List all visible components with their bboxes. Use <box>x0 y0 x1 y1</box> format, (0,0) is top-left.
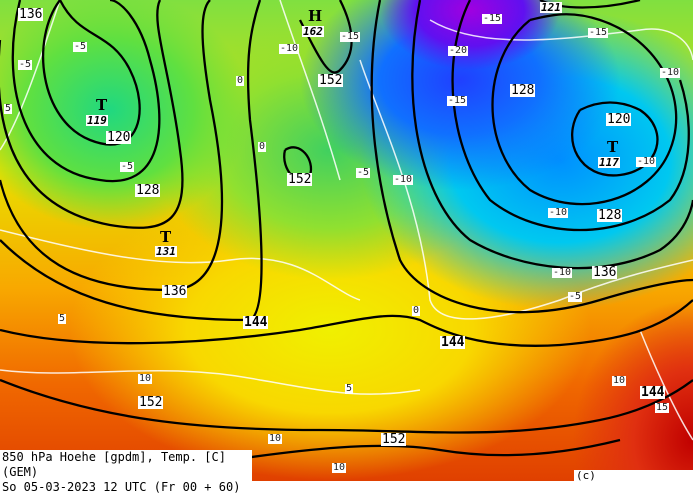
center-value: 119 <box>86 114 108 127</box>
temp-label: 5 <box>4 103 13 114</box>
height-label: 136 <box>18 7 44 22</box>
isotherms <box>0 0 693 440</box>
temp-label: -10 <box>636 156 657 167</box>
height-label: 152 <box>381 432 407 447</box>
temp-label: 10 <box>138 373 153 384</box>
temp-label: -15 <box>588 27 609 38</box>
temp-label: -10 <box>552 267 573 278</box>
temp-label: -5 <box>120 161 135 172</box>
height-label: 144 <box>243 315 269 330</box>
height-label: 120 <box>106 130 132 145</box>
map-caption: 850 hPa Hoehe [gpdm], Temp. [C] (GEM) So… <box>0 450 252 494</box>
height-label: 128 <box>135 183 161 198</box>
center-value: 117 <box>598 156 620 169</box>
center-value: 131 <box>155 245 177 258</box>
height-label: 152 <box>318 73 344 88</box>
temp-label: -5 <box>356 167 371 178</box>
center-value: 162 <box>302 25 324 38</box>
temp-label: 15 <box>655 402 670 413</box>
temp-label: 0 <box>412 305 421 316</box>
map-title: 850 hPa Hoehe [gpdm], Temp. [C] (GEM) <box>2 450 226 479</box>
height-label: 144 <box>440 335 466 350</box>
height-label: 136 <box>592 265 618 280</box>
low-pressure-symbol: T <box>96 96 108 114</box>
temp-label: 5 <box>345 383 354 394</box>
height-label: 152 <box>138 395 164 410</box>
temp-label: -15 <box>482 13 503 24</box>
temp-label: 10 <box>332 462 347 473</box>
center-value: 121 <box>540 1 562 14</box>
temp-label: 10 <box>268 433 283 444</box>
geopotential-contours <box>0 0 693 462</box>
temp-label: -10 <box>660 67 681 78</box>
high-pressure-symbol: H <box>308 7 323 25</box>
temp-label: -20 <box>448 45 469 56</box>
temp-label: 0 <box>258 141 267 152</box>
temp-label: 10 <box>612 375 627 386</box>
height-label: 144 <box>640 385 666 400</box>
copyright-notice: (c) www.wetter3.de <box>574 470 693 481</box>
temp-label: -10 <box>393 174 414 185</box>
low-pressure-symbol: T <box>160 228 172 246</box>
height-label: 120 <box>606 112 632 127</box>
temp-label: -5 <box>568 291 583 302</box>
low-pressure-symbol: T <box>607 138 619 156</box>
temp-label: 0 <box>236 75 245 86</box>
temp-label: -5 <box>73 41 88 52</box>
temp-label: -5 <box>18 59 33 70</box>
temp-label: -15 <box>447 95 468 106</box>
temp-label: -10 <box>279 43 300 54</box>
height-label: 128 <box>597 208 623 223</box>
valid-time: So 05-03-2023 12 UTC (Fr 00 + 60) <box>2 480 241 494</box>
height-contours <box>0 0 693 462</box>
height-label: 128 <box>510 83 536 98</box>
temp-label: -15 <box>340 31 361 42</box>
temp-label: -10 <box>548 207 569 218</box>
height-label: 136 <box>162 284 188 299</box>
height-label: 152 <box>287 172 313 187</box>
temp-label: 5 <box>58 313 67 324</box>
